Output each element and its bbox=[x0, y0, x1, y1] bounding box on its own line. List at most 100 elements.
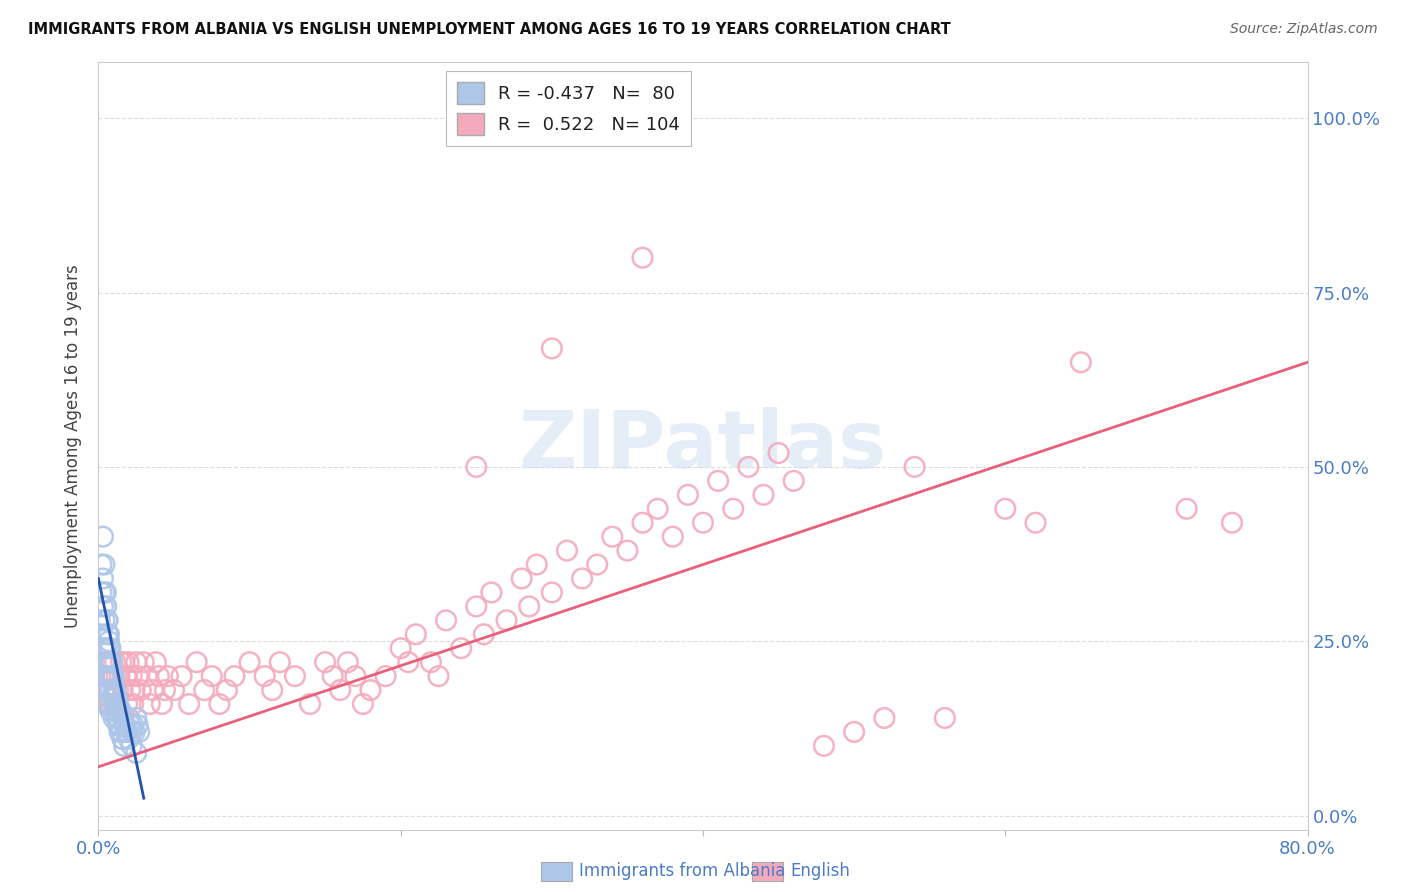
Point bbox=[96, 669, 118, 683]
Point bbox=[110, 725, 132, 739]
Point bbox=[427, 669, 450, 683]
Point bbox=[125, 746, 148, 760]
Point bbox=[495, 613, 517, 627]
Point bbox=[934, 711, 956, 725]
Point bbox=[104, 683, 127, 698]
Point bbox=[104, 683, 127, 698]
Point bbox=[91, 641, 114, 656]
Point bbox=[110, 655, 132, 669]
Point bbox=[101, 669, 124, 683]
Point bbox=[108, 718, 131, 732]
Point bbox=[90, 558, 112, 572]
Point bbox=[108, 725, 131, 739]
Point bbox=[94, 599, 117, 614]
Point bbox=[783, 474, 806, 488]
Point bbox=[98, 655, 121, 669]
Point bbox=[118, 655, 141, 669]
Point bbox=[112, 655, 135, 669]
Point bbox=[90, 627, 112, 641]
Point bbox=[434, 613, 457, 627]
Point bbox=[98, 641, 121, 656]
Point bbox=[107, 718, 129, 732]
Point bbox=[114, 725, 136, 739]
Point bbox=[465, 459, 488, 474]
Point bbox=[129, 683, 152, 698]
Point bbox=[94, 697, 117, 711]
Point bbox=[517, 599, 540, 614]
Point bbox=[96, 697, 118, 711]
Point bbox=[284, 669, 307, 683]
Point bbox=[93, 558, 115, 572]
Point bbox=[163, 683, 186, 698]
Point bbox=[253, 669, 276, 683]
Text: English: English bbox=[790, 863, 851, 880]
Point bbox=[94, 683, 117, 698]
Point bbox=[94, 655, 117, 669]
Point bbox=[540, 342, 562, 356]
Point bbox=[127, 669, 149, 683]
Point bbox=[107, 697, 129, 711]
Point bbox=[111, 711, 134, 725]
Point bbox=[100, 655, 122, 669]
Point bbox=[186, 655, 208, 669]
Point bbox=[631, 516, 654, 530]
Point bbox=[124, 683, 146, 698]
Point bbox=[91, 599, 114, 614]
Point bbox=[844, 725, 866, 739]
Point bbox=[322, 669, 344, 683]
Point bbox=[692, 516, 714, 530]
Point bbox=[100, 697, 122, 711]
Point bbox=[94, 585, 117, 599]
Point bbox=[148, 669, 170, 683]
Point bbox=[142, 683, 165, 698]
Point bbox=[602, 530, 624, 544]
Point bbox=[128, 725, 150, 739]
Point bbox=[510, 572, 533, 586]
Point bbox=[215, 683, 238, 698]
Point bbox=[647, 501, 669, 516]
Text: ZIPatlas: ZIPatlas bbox=[519, 407, 887, 485]
Point bbox=[125, 711, 148, 725]
Point bbox=[586, 558, 609, 572]
Point bbox=[91, 669, 114, 683]
Point bbox=[224, 669, 246, 683]
Point bbox=[262, 683, 284, 698]
Text: Source: ZipAtlas.com: Source: ZipAtlas.com bbox=[1230, 22, 1378, 37]
Point bbox=[135, 669, 157, 683]
Point bbox=[269, 655, 291, 669]
Point bbox=[1024, 516, 1046, 530]
Point bbox=[103, 669, 125, 683]
Point bbox=[111, 731, 134, 746]
Point bbox=[104, 704, 127, 718]
Point bbox=[121, 669, 143, 683]
Point bbox=[344, 669, 367, 683]
Point bbox=[91, 572, 114, 586]
Point bbox=[89, 613, 111, 627]
Point bbox=[616, 543, 638, 558]
Point bbox=[93, 655, 115, 669]
Point bbox=[396, 655, 419, 669]
Point bbox=[121, 739, 143, 753]
Point bbox=[737, 459, 759, 474]
Point bbox=[374, 669, 396, 683]
Point bbox=[208, 697, 231, 711]
Point bbox=[90, 585, 112, 599]
Point bbox=[100, 641, 122, 656]
Point bbox=[994, 501, 1017, 516]
Point bbox=[101, 690, 124, 704]
Point bbox=[329, 683, 352, 698]
Point bbox=[314, 655, 336, 669]
Point bbox=[96, 655, 118, 669]
Point bbox=[299, 697, 322, 711]
Point bbox=[707, 474, 730, 488]
Legend: R = -0.437   N=  80, R =  0.522   N= 104: R = -0.437 N= 80, R = 0.522 N= 104 bbox=[446, 71, 692, 146]
Point bbox=[193, 683, 215, 698]
Point bbox=[114, 718, 136, 732]
Point bbox=[118, 711, 141, 725]
Point bbox=[661, 530, 683, 544]
Point bbox=[98, 697, 121, 711]
Point bbox=[201, 669, 224, 683]
Point bbox=[93, 669, 115, 683]
Point bbox=[450, 641, 472, 656]
Point bbox=[108, 669, 131, 683]
